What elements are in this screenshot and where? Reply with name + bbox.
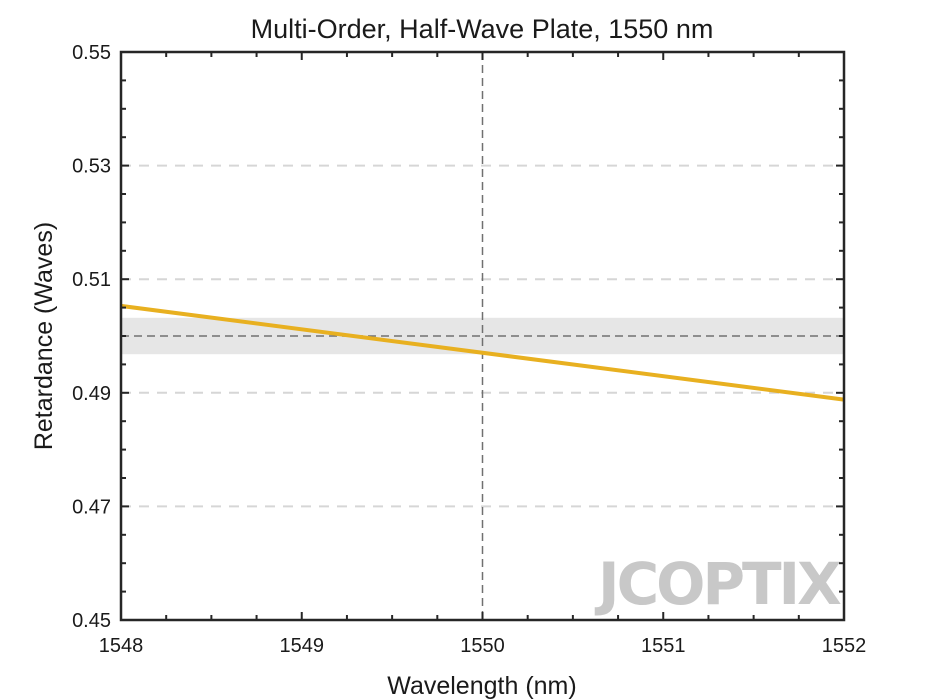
x-axis-label: Wavelength (nm) [387,672,576,700]
y-tick-label-3: 0.51 [72,269,111,291]
series-line-0 [120,303,845,402]
x-tick-label-1: 1549 [280,635,325,657]
y-tick-label-5: 0.55 [72,42,111,64]
y-tick-label-0: 0.45 [72,610,111,632]
y-tick-label-4: 0.53 [72,156,111,178]
watermark-logo: JCOPTIX [594,550,844,618]
chart-title: Multi-Order, Half-Wave Plate, 1550 nm [251,14,714,44]
x-tick-label-3: 1551 [641,635,686,657]
x-tick-label-2: 1550 [460,635,505,657]
x-tick-label-0: 1548 [99,635,144,657]
x-tick-label-4: 1552 [822,635,867,657]
watermark-logo-text: JCOPTIX [594,550,841,618]
y-tick-label-2: 0.49 [72,383,111,405]
y-tick-label-1: 0.47 [72,496,111,518]
y-axis-label: Retardance (Waves) [30,222,58,450]
